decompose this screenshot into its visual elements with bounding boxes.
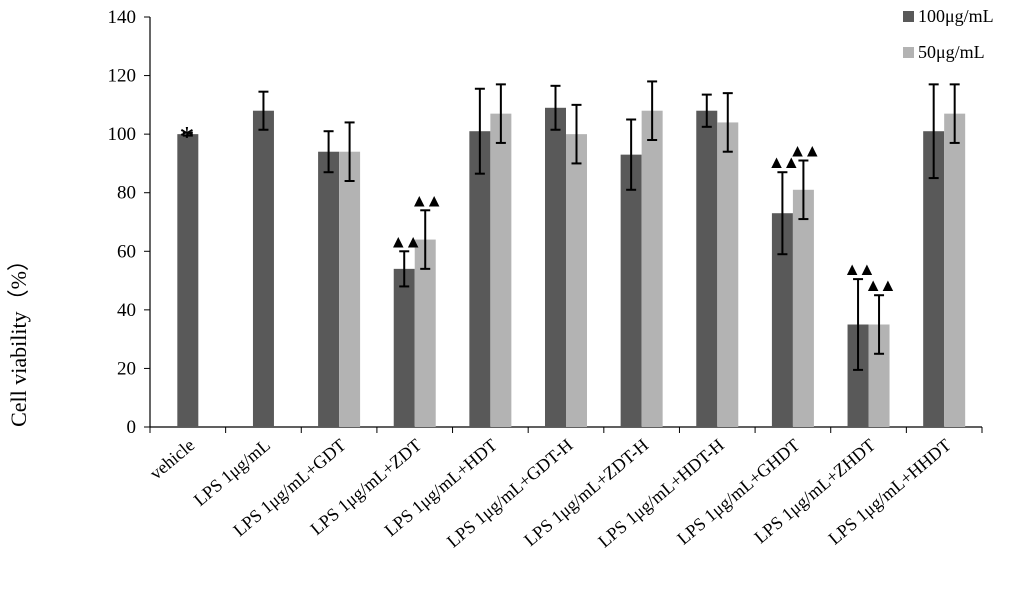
legend-label-100ug: 100μg/mL [918, 6, 994, 26]
bar [469, 131, 491, 427]
bar [177, 134, 199, 427]
y-tick-label: 0 [127, 417, 137, 438]
axes: 0 20 40 60 80 100 120 140 [108, 7, 983, 438]
bar [318, 151, 340, 427]
bar [252, 110, 274, 427]
bar [944, 113, 966, 428]
bar [923, 131, 945, 427]
y-tick-label: 140 [108, 7, 137, 28]
significance-markers: *▲▲▲▲▲▲▲▲▲▲▲▲ [179, 121, 897, 296]
significance-triangles: ▲▲ [864, 275, 894, 295]
y-tick-label: 40 [117, 300, 136, 321]
y-tick-label: 120 [108, 66, 137, 87]
significance-triangles: ▲▲ [843, 259, 873, 279]
y-tick-label: 80 [117, 183, 136, 204]
x-tick-label: LPS 1μg/mL+GDT-H [443, 435, 577, 552]
bar [545, 107, 566, 428]
bar [641, 110, 663, 427]
bar [339, 151, 361, 427]
legend-swatch-50ug [903, 47, 914, 58]
x-tick-label: LPS 1μg/mL+HDT-H [594, 435, 728, 552]
error-bars [182, 80, 960, 371]
bar [847, 324, 869, 427]
bar [620, 154, 642, 427]
bar [717, 122, 739, 427]
y-tick-label: 20 [117, 358, 136, 379]
significance-triangles: ▲▲ [389, 231, 419, 251]
bar [490, 113, 512, 428]
bars [177, 107, 966, 428]
y-tick-label: 60 [117, 241, 136, 262]
x-tick-label: LPS 1μg/mL+ZDT-H [520, 435, 652, 550]
x-tick-label: vehicle [146, 435, 199, 484]
significance-triangles: ▲▲ [410, 190, 440, 210]
bar [696, 110, 718, 427]
bar [414, 239, 436, 427]
legend-label-50ug: 50μg/mL [918, 42, 985, 62]
bar [868, 324, 890, 427]
bar [566, 134, 587, 427]
bar [792, 189, 814, 427]
x-tick-label: LPS 1μg/mL+GHDT [673, 435, 803, 549]
significance-star: * [179, 121, 194, 154]
y-axis-label-group: Cell viability（%） [6, 249, 31, 427]
significance-triangles: ▲▲ [789, 141, 819, 161]
bar [771, 213, 793, 427]
legend: 100μg/mL 50μg/mL [903, 6, 994, 62]
y-tick-label: 100 [108, 124, 137, 145]
bar [393, 268, 415, 427]
y-axis-label: Cell viability（%） [6, 249, 31, 427]
legend-swatch-100ug [903, 11, 914, 22]
x-tick-label: LPS 1μg/mL+HHDT [824, 435, 954, 549]
significance-triangles: ▲▲ [768, 152, 798, 172]
